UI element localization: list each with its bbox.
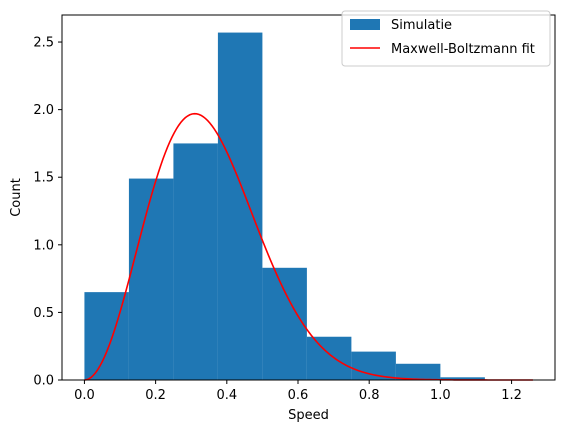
y-tick-label: 0.5 [33,306,54,321]
histogram-bar [217,32,263,381]
histogram-bar [173,143,218,380]
x-tick-label: 0.8 [359,388,380,403]
x-tick-label: 1.2 [501,388,522,403]
x-tick-label: 0.6 [288,388,309,403]
plot-frame [61,14,556,381]
legend-label-fit: Maxwell-Boltzmann fit [391,42,535,57]
histogram-bar [128,178,174,380]
y-tick-label: 2.0 [33,103,54,118]
histogram-bar [351,351,396,380]
histogram-bar [306,336,352,380]
histogram-bar [440,377,485,380]
legend: Simulatie Maxwell-Boltzmann fit [341,10,551,67]
y-axis: 0.0 0.5 1.0 1.5 2.0 2.5 [33,36,62,389]
y-tick-label: 1.0 [33,238,54,253]
histogram-bar [262,267,307,380]
x-tick-label: 0.0 [74,388,95,403]
x-tick-label: 0.2 [145,388,166,403]
y-tick-label: 1.5 [33,171,54,186]
histogram-bar [395,363,441,380]
x-tick-label: 1.0 [430,388,451,403]
y-axis-label: Count [9,178,24,217]
y-tick-label: 0.0 [33,374,54,389]
legend-swatch-simulatie [350,19,380,30]
bars-layer [84,32,485,381]
x-tick-label: 0.4 [216,388,237,403]
legend-label-simulatie: Simulatie [391,18,452,33]
x-axis-label: Speed [288,408,329,423]
legend-box [341,10,551,67]
y-tick-label: 2.5 [33,36,54,51]
x-axis: 0.0 0.2 0.4 0.6 0.8 1.0 1.2 [74,380,522,403]
